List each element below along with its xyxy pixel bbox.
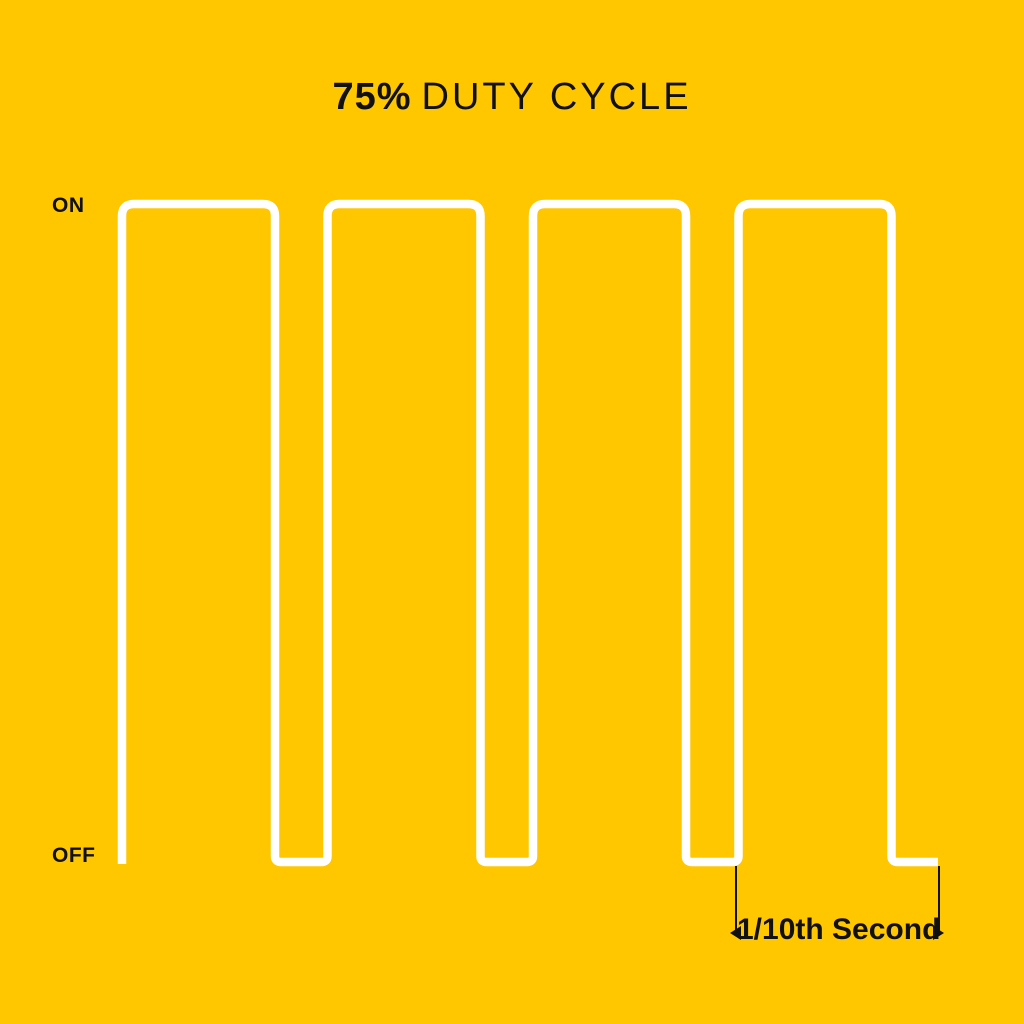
on-axis-label: ON [52,194,85,217]
page-title: 75% DUTY CYCLE [0,78,1024,116]
waveform-path [117,199,938,867]
title-percentage: 75% [332,76,412,118]
off-axis-label: OFF [52,844,96,867]
arrow-right-icon [933,926,944,940]
arrow-left-icon [730,926,741,940]
period-label: 1/10th Second [737,913,941,946]
title-text: DUTY CYCLE [421,76,692,118]
